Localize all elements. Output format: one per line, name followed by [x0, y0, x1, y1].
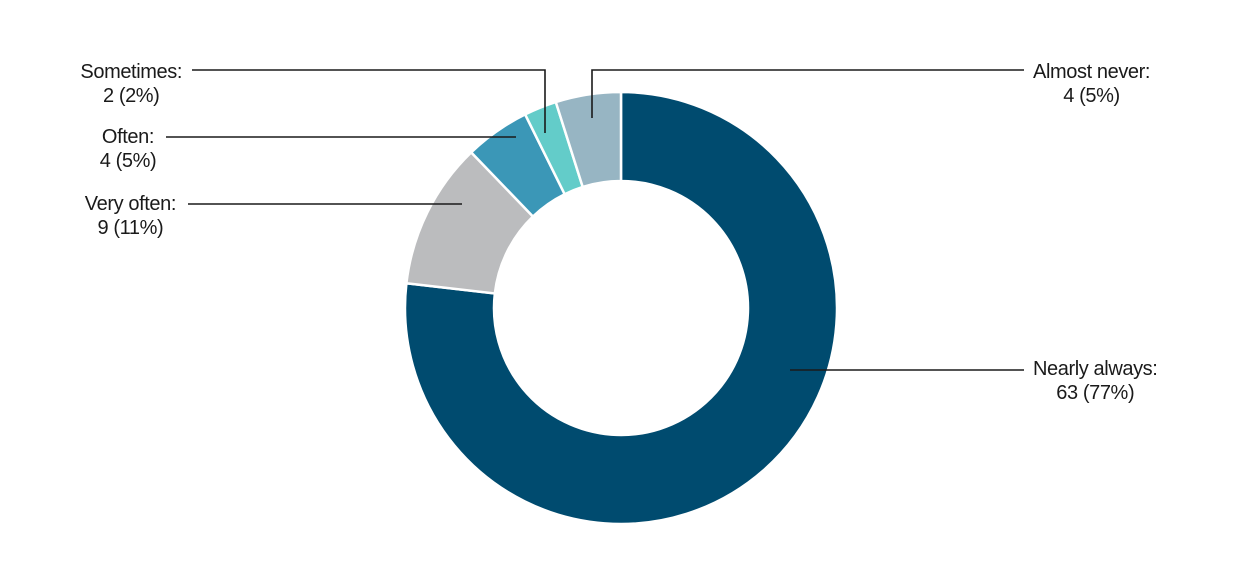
label-title-often: Often:	[102, 126, 154, 148]
label-value-very-often: 9 (11%)	[98, 217, 164, 239]
label-title-almost-never: Almost never:	[1033, 61, 1150, 83]
label-title-sometimes: Sometimes:	[80, 61, 182, 83]
label-value-often: 4 (5%)	[100, 150, 157, 172]
label-value-nearly-always: 63 (77%)	[1056, 382, 1134, 404]
slice-labels: Nearly always:63 (77%) Very often:9 (11%)…	[80, 61, 1157, 404]
label-value-almost-never: 4 (5%)	[1063, 85, 1120, 107]
label-title-very-often: Very often:	[85, 193, 176, 215]
label-title-nearly-always: Nearly always:	[1033, 358, 1157, 380]
donut-slices	[403, 90, 839, 526]
leader-line-sometimes	[192, 69, 546, 133]
label-value-sometimes: 2 (2%)	[103, 85, 160, 107]
slice-almost-never	[554, 90, 623, 189]
leader-line-almost-never	[591, 69, 1024, 118]
slice-nearly-always	[403, 90, 839, 526]
leader-lines	[166, 69, 1024, 371]
